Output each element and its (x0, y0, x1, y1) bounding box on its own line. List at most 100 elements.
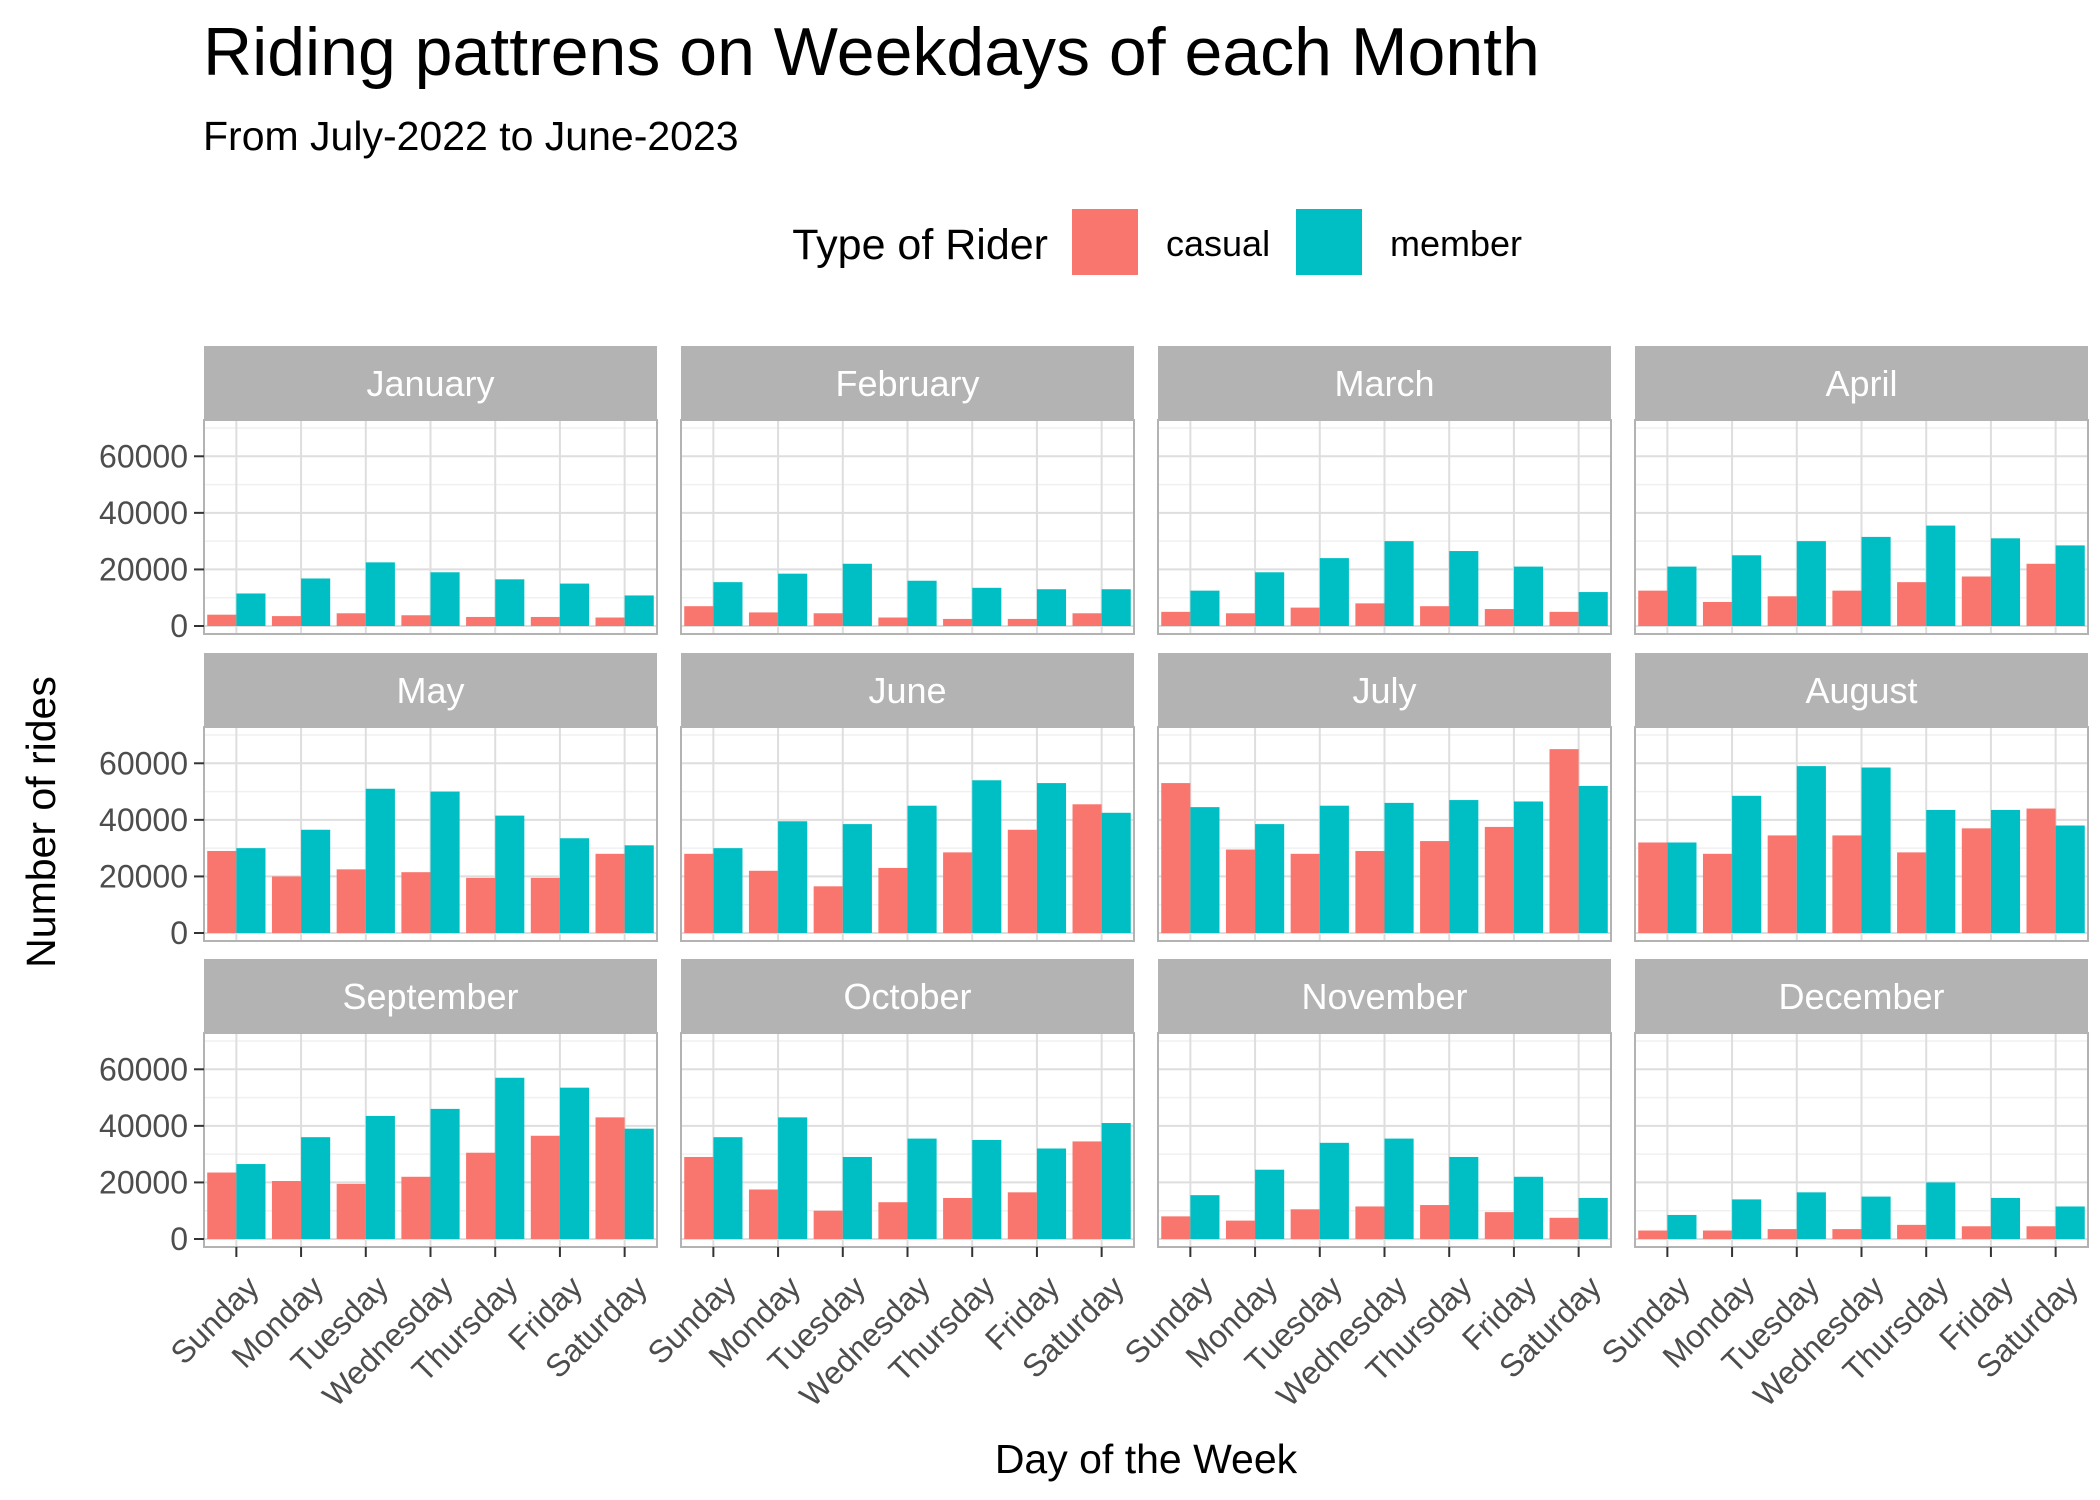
x-axis-title: Day of the Week (995, 1436, 1298, 1482)
bar-member-june-thursday (972, 780, 1002, 933)
bar-member-august-friday (1990, 809, 2021, 933)
bar-member-march-tuesday (1319, 558, 1349, 626)
facet-november: NovemberSundayMondayTuesdayWednesdayThur… (1118, 959, 1612, 1413)
bar-member-may-friday (559, 838, 590, 933)
bar-member-june-friday (1036, 783, 1067, 933)
bar-casual-april-saturday (2026, 563, 2056, 626)
bar-member-september-monday (301, 1137, 331, 1239)
bar-casual-january-saturday (595, 617, 625, 626)
bar-casual-november-friday (1484, 1212, 1514, 1239)
bar-member-february-saturday (1101, 589, 1131, 626)
bar-casual-february-monday (748, 612, 779, 626)
bar-casual-december-monday (1702, 1230, 1733, 1239)
bar-casual-november-tuesday (1290, 1209, 1320, 1239)
bar-casual-april-friday (1961, 576, 1991, 626)
bar-member-october-friday (1036, 1148, 1067, 1239)
panel-border (1157, 726, 1612, 942)
facet-strip-label: September (342, 976, 518, 1017)
bar-member-march-friday (1513, 566, 1544, 626)
bar-member-april-wednesday (1861, 536, 1891, 626)
bar-casual-january-wednesday (401, 615, 431, 626)
facet-strip-label: April (1825, 363, 1897, 404)
bar-casual-august-saturday (2026, 808, 2056, 933)
bar-member-march-sunday (1190, 590, 1220, 626)
facet-strip (204, 653, 657, 727)
bar-member-august-saturday (2055, 825, 2085, 933)
bar-member-june-tuesday (842, 824, 872, 933)
bar-member-may-sunday (236, 848, 266, 933)
bar-casual-november-monday (1225, 1220, 1256, 1239)
facet-september: September0200004000060000SundayMondayTue… (99, 959, 658, 1413)
bar-casual-august-tuesday (1767, 835, 1797, 933)
legend-label-casual: casual (1166, 223, 1270, 264)
bar-casual-july-thursday (1420, 841, 1450, 933)
facet-march: March (1157, 346, 1612, 635)
y-tick-label: 60000 (99, 745, 188, 781)
facet-strip (681, 653, 1134, 727)
bar-casual-june-tuesday (813, 886, 843, 933)
bar-casual-august-monday (1702, 853, 1733, 933)
facet-strip-label: July (1352, 670, 1416, 711)
bar-member-march-thursday (1449, 551, 1479, 626)
bar-member-september-wednesday (430, 1108, 460, 1239)
facet-strip-label: October (843, 976, 971, 1017)
facet-december: DecemberSundayMondayTuesdayWednesdayThur… (1595, 959, 2089, 1413)
panel-border (1634, 419, 2089, 635)
bar-casual-may-friday (530, 877, 560, 933)
bar-member-april-saturday (2055, 545, 2085, 626)
bar-casual-october-friday (1007, 1192, 1037, 1239)
bar-casual-july-sunday (1161, 783, 1191, 933)
bar-casual-may-tuesday (336, 869, 366, 933)
bar-member-october-saturday (1101, 1123, 1131, 1239)
bar-member-september-tuesday (365, 1115, 395, 1239)
bar-casual-april-sunday (1638, 590, 1668, 626)
bar-casual-september-sunday (207, 1172, 237, 1239)
bar-casual-may-wednesday (401, 872, 431, 933)
bar-casual-april-wednesday (1832, 590, 1862, 626)
bar-casual-october-monday (748, 1189, 779, 1239)
bar-casual-april-tuesday (1767, 596, 1797, 626)
bar-casual-september-monday (271, 1181, 302, 1239)
bar-member-november-sunday (1190, 1195, 1220, 1239)
legend-title: Type of Rider (792, 221, 1048, 269)
bar-member-april-sunday (1667, 566, 1697, 626)
bar-member-december-tuesday (1796, 1192, 1826, 1239)
bar-member-june-sunday (713, 848, 743, 933)
bar-member-november-monday (1255, 1169, 1285, 1239)
bar-member-june-saturday (1101, 812, 1131, 933)
bar-member-july-monday (1255, 824, 1285, 933)
facet-strip (204, 959, 657, 1033)
bar-member-may-monday (301, 829, 331, 933)
bar-casual-july-friday (1484, 826, 1514, 933)
bar-casual-june-friday (1007, 829, 1037, 933)
y-tick-label: 0 (170, 915, 188, 951)
bar-member-march-saturday (1578, 592, 1608, 626)
bar-casual-january-tuesday (336, 613, 366, 626)
bar-casual-january-sunday (207, 614, 237, 626)
bar-casual-march-saturday (1549, 611, 1579, 626)
bar-member-march-monday (1255, 572, 1285, 626)
facet-july: July (1157, 653, 1612, 942)
bar-member-december-friday (1990, 1197, 2021, 1239)
bar-member-may-saturday (624, 845, 654, 933)
bar-member-january-wednesday (430, 572, 460, 626)
facet-may: May 0 20000 40000 60000 (99, 653, 658, 951)
bar-casual-february-saturday (1072, 613, 1102, 626)
facet-strip (1635, 346, 2088, 420)
bar-casual-november-wednesday (1355, 1206, 1385, 1239)
bar-member-september-friday (559, 1087, 590, 1239)
bar-casual-january-monday (271, 616, 302, 626)
bar-member-october-wednesday (907, 1138, 937, 1239)
bar-casual-may-sunday (207, 850, 237, 933)
bar-casual-february-wednesday (878, 617, 908, 626)
bar-casual-may-monday (271, 876, 302, 933)
bar-member-april-thursday (1926, 525, 1956, 626)
bar-casual-september-wednesday (401, 1176, 431, 1239)
bar-member-july-sunday (1190, 807, 1220, 933)
bar-member-july-wednesday (1384, 802, 1414, 933)
bar-casual-february-friday (1007, 618, 1037, 626)
y-tick-label: 20000 (99, 551, 188, 587)
bar-member-august-tuesday (1796, 766, 1826, 933)
bar-member-january-friday (559, 583, 590, 626)
bar-member-june-wednesday (907, 805, 937, 933)
